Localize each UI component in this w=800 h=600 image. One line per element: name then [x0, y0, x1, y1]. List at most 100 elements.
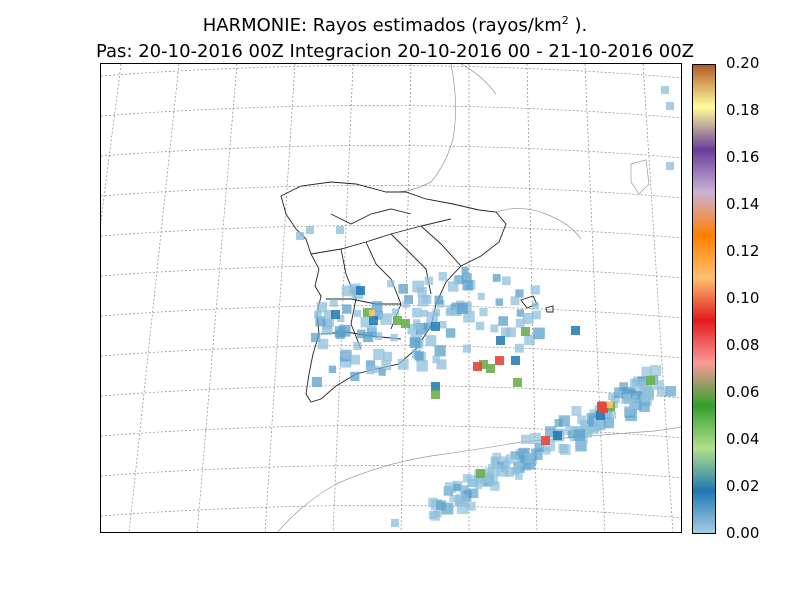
lightning-cell [434, 510, 442, 518]
lightning-cell [490, 481, 500, 491]
lightning-cell [426, 311, 438, 324]
lightning-cell [656, 386, 667, 397]
lightning-cell [577, 415, 586, 425]
lightning-cell [501, 276, 511, 286]
lightning-cell [407, 324, 418, 335]
lightning-cell [371, 301, 383, 312]
lightning-cell [363, 332, 374, 343]
lightning-cell [666, 102, 674, 110]
lightning-cell [423, 322, 432, 331]
lightning-cell [523, 457, 536, 470]
graticule-meridian [332, 64, 354, 532]
lightning-cell [438, 320, 447, 329]
lightning-cell [456, 494, 468, 506]
lightning-cell [353, 309, 362, 318]
graticule-parallel [101, 185, 681, 199]
lightning-cell [565, 425, 575, 435]
lightning-cell [366, 366, 375, 375]
lightning-cell [505, 454, 516, 464]
lightning-cell [393, 316, 402, 325]
lightning-cell [360, 316, 371, 328]
lightning-cell [510, 467, 519, 476]
lightning-cell [473, 362, 482, 371]
uk-coast [460, 64, 497, 95]
graticule-meridian [101, 64, 122, 224]
lightning-cell [495, 356, 504, 365]
lightning-cell [543, 439, 555, 452]
lightning-cell [623, 394, 631, 402]
lightning-cell [553, 431, 562, 440]
lightning-cell [453, 483, 461, 492]
lightning-cell [387, 280, 395, 288]
graticule-meridian [264, 64, 296, 532]
graticule-meridian [584, 64, 606, 532]
lightning-cell [331, 310, 340, 319]
lightning-cell [342, 304, 352, 314]
lightning-cell [639, 401, 650, 412]
lightning-cell [466, 501, 476, 511]
graticule-meridian [196, 64, 238, 532]
map-panel [100, 63, 682, 533]
lightning-cell [420, 309, 428, 317]
lightning-cell [641, 394, 650, 403]
north-africa-coast [277, 426, 681, 532]
lightning-cell [529, 433, 541, 445]
lightning-cell [504, 467, 515, 477]
lightning-cell [365, 360, 376, 370]
lightning-cell [524, 334, 535, 346]
lightning-cell [603, 417, 615, 429]
lightning-cell [447, 281, 459, 292]
lightning-cell [476, 469, 485, 478]
lightning-cell [353, 341, 362, 351]
title-superscript: 2 [561, 14, 569, 27]
lightning-cell [415, 323, 428, 335]
lightning-cell [374, 311, 384, 320]
chart-subtitle: Pas: 20-10-2016 00Z Integracion 20-10-20… [95, 41, 694, 62]
lightning-cell [311, 376, 322, 388]
lightning-cell [463, 489, 472, 498]
lightning-cell [475, 474, 484, 484]
lightning-cell [434, 295, 444, 305]
lightning-cell [412, 323, 420, 331]
graticule-parallel [101, 105, 681, 119]
lightning-cell [503, 459, 511, 468]
lightning-cell [328, 365, 337, 374]
lightning-cell [317, 338, 329, 350]
lightning-cell [438, 272, 448, 281]
lightning-cell [341, 349, 352, 360]
colorbar-tick-label: 0.00 [726, 524, 760, 542]
lightning-cell [596, 411, 605, 420]
lightning-cell [514, 343, 524, 353]
lightning-cell [417, 287, 427, 297]
colorbar-tick-label: 0.02 [726, 477, 760, 495]
graticule-parallel [101, 465, 681, 479]
lightning-cell [487, 463, 500, 476]
lightning-cell [515, 289, 524, 298]
lightning-cell [608, 411, 617, 419]
lightning-cell [391, 519, 399, 527]
lightning-cell [402, 300, 410, 308]
lightning-cell [369, 316, 378, 325]
lightning-cell [431, 322, 440, 331]
graticule [101, 64, 681, 532]
lightning-cell [492, 274, 501, 282]
lightning-cell [571, 405, 582, 416]
colorbar-tick-label: 0.04 [726, 430, 760, 448]
lightning-cell [495, 298, 504, 306]
lightning-cell [486, 364, 495, 373]
lightning-cell [453, 276, 461, 285]
lightning-cell [444, 482, 456, 494]
lightning-cell [329, 299, 338, 307]
lightning-cell [416, 360, 428, 372]
lightning-cell [646, 376, 655, 385]
lightning-cell [575, 439, 587, 452]
lightning-cell [380, 313, 392, 325]
lightning-cell [492, 452, 502, 462]
lightning-cell [607, 402, 613, 408]
lightning-cell [456, 502, 469, 515]
lightning-cell [350, 371, 360, 382]
lightning-cell [586, 413, 598, 424]
graticule-meridian [642, 64, 674, 532]
lightning-cell [336, 226, 344, 234]
lightning-cell [534, 442, 544, 453]
